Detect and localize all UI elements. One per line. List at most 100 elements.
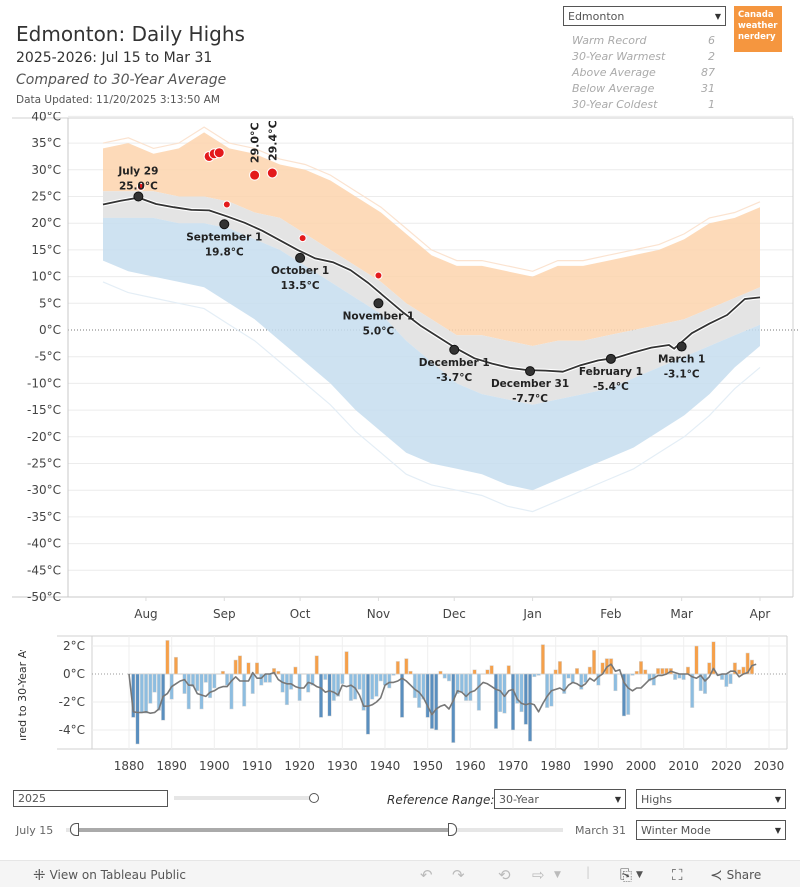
record-point xyxy=(222,200,231,209)
x-tick-label: 1990 xyxy=(583,759,614,773)
year-bar xyxy=(242,673,247,707)
year-bar xyxy=(685,666,690,675)
year-bar xyxy=(621,673,626,717)
annotation-date: July 29 xyxy=(117,166,158,178)
year-slider-track[interactable] xyxy=(174,796,314,800)
year-bar xyxy=(391,673,396,676)
share-button[interactable]: ≺ Share xyxy=(710,866,761,884)
pause-dropdown-icon[interactable]: ▼ xyxy=(554,870,561,880)
x-tick-label: 1960 xyxy=(455,759,486,773)
tableau-logo-icon: ⁜ xyxy=(33,866,46,884)
y-tick-label: 20°C xyxy=(31,216,61,230)
city-select-value: Edmonton xyxy=(568,9,625,23)
year-bar xyxy=(182,673,187,694)
reference-range-select[interactable]: 30-Year ▼ xyxy=(494,789,626,809)
chevron-down-icon: ▼ xyxy=(774,825,781,835)
range-start-handle[interactable] xyxy=(70,823,79,836)
year-bar xyxy=(361,673,366,711)
year-bar xyxy=(511,673,515,731)
y-tick-label: -35°C xyxy=(27,510,61,524)
year-bar xyxy=(724,673,729,687)
download-icon[interactable]: ⎘ ▼ xyxy=(620,866,643,884)
year-bar xyxy=(246,662,251,675)
annotation-date: October 1 xyxy=(271,265,329,277)
year-bar xyxy=(634,670,639,675)
range-end-handle[interactable] xyxy=(447,823,457,836)
y-tick-label: 10°C xyxy=(31,270,61,284)
y-tick-label: 25°C xyxy=(31,190,61,204)
view-on-tableau-label: View on Tableau Public xyxy=(49,868,186,882)
redo-icon[interactable]: ↷ xyxy=(452,866,465,884)
stat-label: Below Average xyxy=(572,82,655,95)
year-bar xyxy=(464,673,469,701)
year-bar xyxy=(319,673,323,718)
year-bar xyxy=(703,673,707,694)
stat-row: Below Average 31 xyxy=(572,82,717,98)
refresh-icon[interactable]: ⇨ xyxy=(532,866,545,884)
stat-value: 31 xyxy=(701,82,715,95)
daily-highs-chart[interactable]: 29.0°C 29.4°C July 29 25.0°C September 1 19.… xyxy=(0,112,800,632)
record-point xyxy=(249,169,261,181)
annotation-marker xyxy=(605,353,616,364)
year-bar xyxy=(728,673,733,685)
view-on-tableau-link[interactable]: ⁜ View on Tableau Public xyxy=(33,866,186,884)
year-bar xyxy=(139,673,144,714)
share-icon: ≺ xyxy=(710,866,723,884)
annotation-marker xyxy=(449,344,460,355)
share-label: Share xyxy=(726,868,762,882)
x-tick-label: Feb xyxy=(600,607,621,621)
measure-select[interactable]: Highs ▼ xyxy=(636,789,786,809)
year-bar xyxy=(267,673,272,683)
year-bar xyxy=(545,673,550,708)
year-bar xyxy=(613,673,618,692)
bars xyxy=(131,640,754,745)
average-line-path xyxy=(102,196,761,373)
annotation-value: -7.7°C xyxy=(512,393,548,405)
toolbar-divider: | xyxy=(586,865,591,879)
year-bar xyxy=(459,673,464,693)
annotation-date: November 1 xyxy=(343,310,415,322)
year-slider-thumb[interactable] xyxy=(309,793,319,803)
undo-icon[interactable]: ↶ xyxy=(420,866,433,884)
reference-bands xyxy=(102,126,761,513)
year-bar xyxy=(711,641,716,675)
year-bar xyxy=(323,673,328,680)
year-bar xyxy=(455,673,460,694)
stats-panel: Warm Record 6 30-Year Warmest 2 Above Aver… xyxy=(572,34,717,114)
year-input[interactable]: 2025 xyxy=(13,790,168,807)
year-bar xyxy=(276,670,281,675)
city-select[interactable]: Edmonton ▼ xyxy=(563,6,726,26)
year-bar xyxy=(566,673,571,679)
y-tick-label: -40°C xyxy=(27,537,61,551)
chevron-down-icon: ▼ xyxy=(614,794,621,804)
year-bar xyxy=(229,673,234,710)
x-tick-label: 1970 xyxy=(498,759,529,773)
stat-row: 30-Year Warmest 2 xyxy=(572,50,717,66)
brand-logo[interactable]: Canada weather nerdery xyxy=(734,6,782,52)
x-tick-label: 1950 xyxy=(412,759,443,773)
y-tick-label: 0°C xyxy=(63,667,85,681)
year-bar xyxy=(570,673,575,683)
x-tick-label: 1940 xyxy=(370,759,401,773)
x-tick-label: 2010 xyxy=(668,759,699,773)
x-tick-label: 1920 xyxy=(284,759,315,773)
stat-row: Warm Record 6 xyxy=(572,34,717,50)
x-tick-label: 2030 xyxy=(754,759,785,773)
revert-icon[interactable]: ⟲ xyxy=(498,866,511,884)
year-bar xyxy=(148,673,153,704)
year-bar xyxy=(429,673,434,729)
stat-label: Warm Record xyxy=(572,34,647,47)
fullscreen-icon[interactable]: ⛶ xyxy=(672,866,683,884)
year-bar xyxy=(434,673,439,731)
y-tick-label: -2°C xyxy=(59,695,85,709)
year-bar xyxy=(255,662,259,675)
mode-select[interactable]: Winter Mode ▼ xyxy=(636,820,786,840)
stat-value: 87 xyxy=(701,66,715,79)
year-bar xyxy=(135,673,140,745)
y-tick-label: 35°C xyxy=(31,136,61,150)
y-tick-label: -30°C xyxy=(27,483,61,497)
year-bar xyxy=(694,645,699,675)
year-bar xyxy=(707,662,712,675)
annotation-date: March 1 xyxy=(658,354,705,366)
yearly-anomaly-chart[interactable]: 2°C 0°C -2°C -4°C 1880 1890 1900 1910 1920 1930 19… xyxy=(0,630,800,780)
